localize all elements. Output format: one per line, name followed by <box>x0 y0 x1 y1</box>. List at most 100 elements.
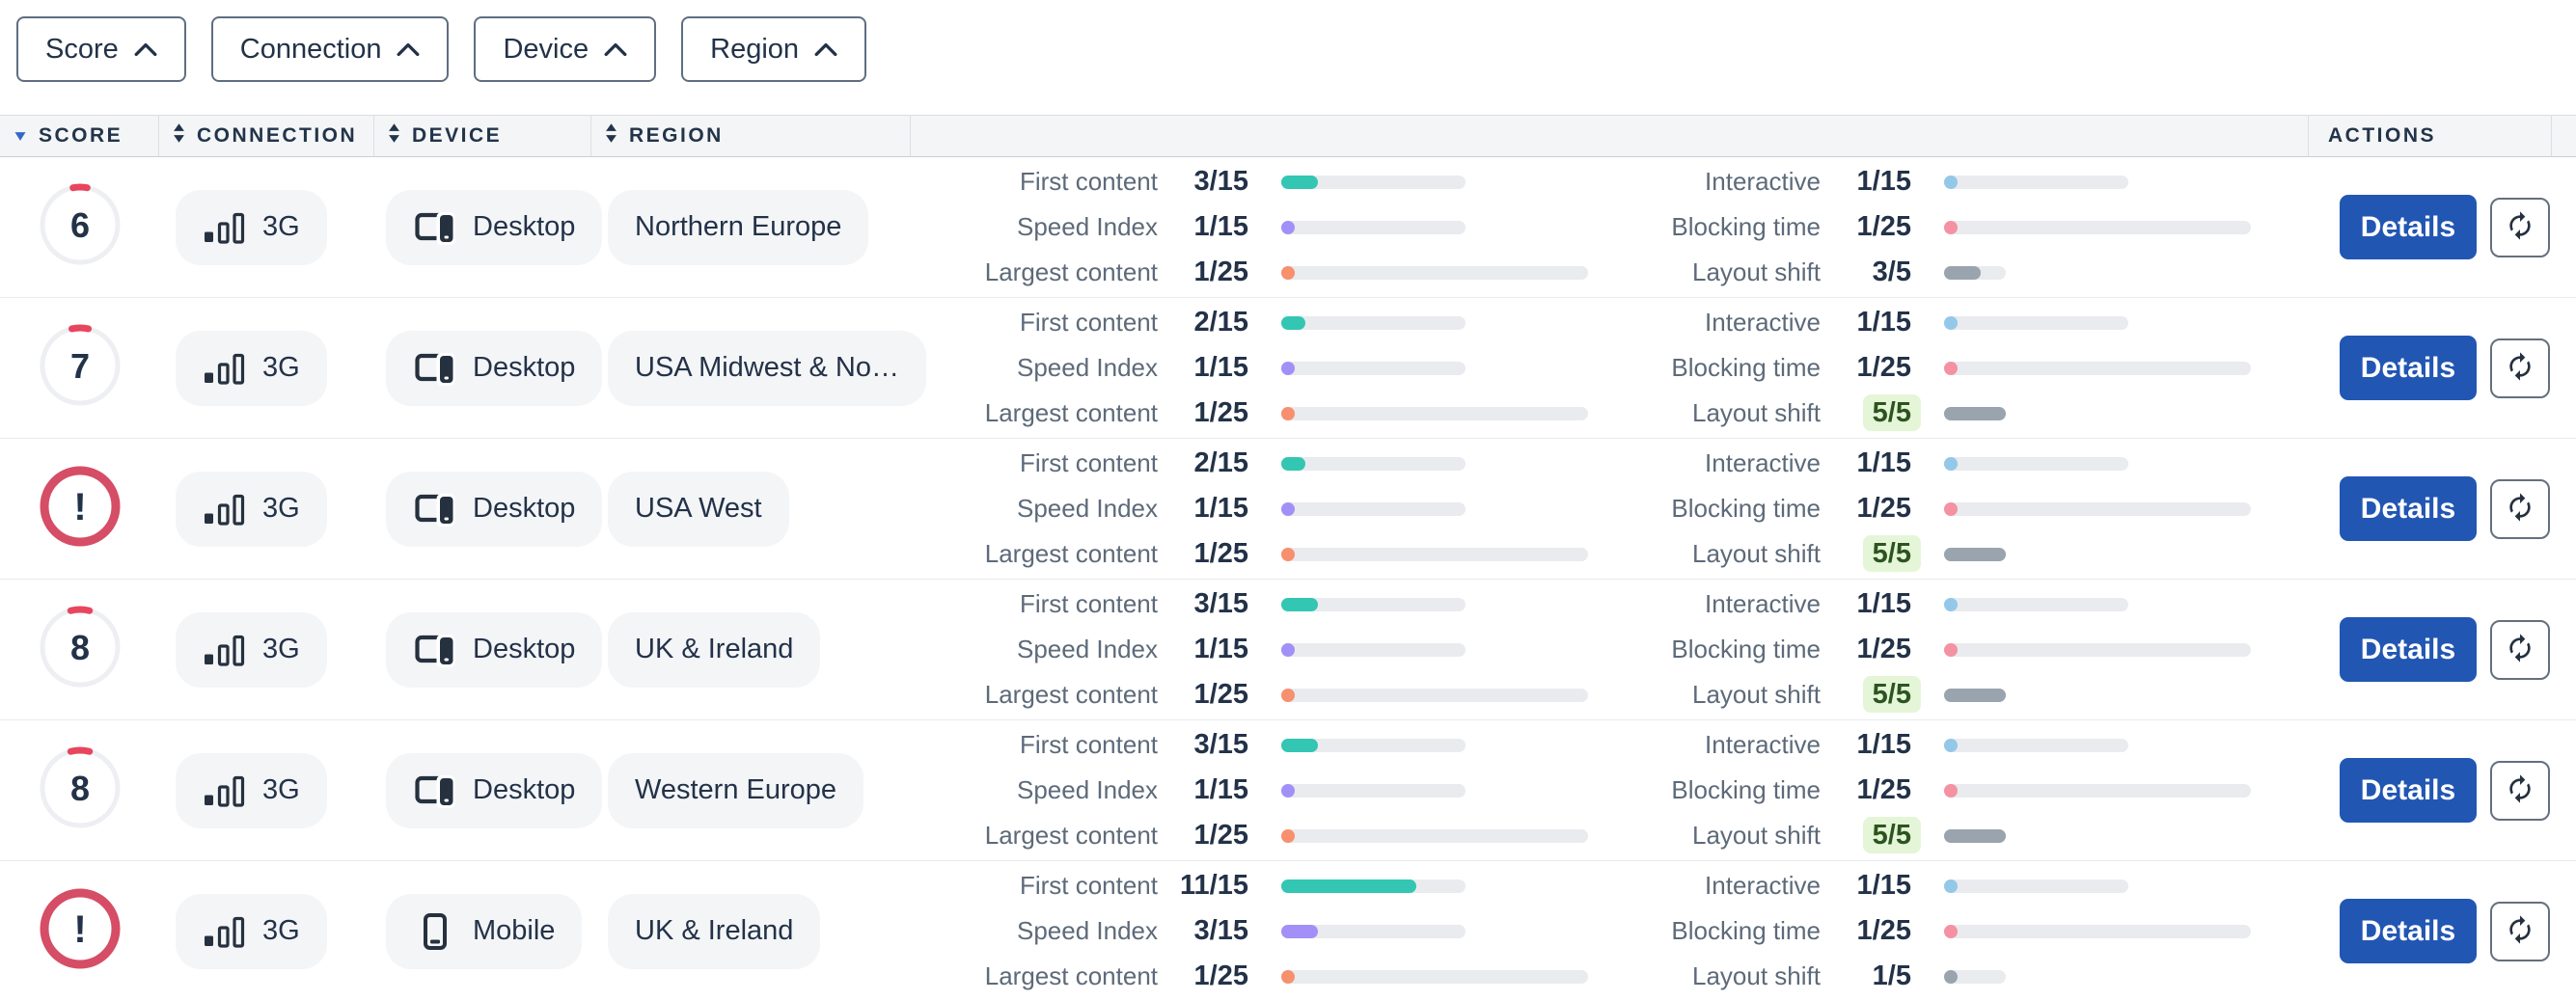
column-header-device[interactable]: DEVICE <box>374 116 591 156</box>
metric-layout-shift: Layout shift 5/5 <box>1644 531 2309 577</box>
region-label: UK & Ireland <box>635 915 794 946</box>
desktop-icon <box>415 211 455 245</box>
metrics-cell: First content 3/15 Speed Index 1/15 Larg… <box>911 580 2309 719</box>
metric-first-content: First content 2/15 <box>965 441 1644 486</box>
region-badge: UK & Ireland <box>608 893 821 969</box>
metric-bar <box>1281 220 1466 234</box>
refresh-button[interactable] <box>2490 338 2550 398</box>
device-badge: Desktop <box>386 471 603 547</box>
metric-value: 1/25 <box>1193 538 1248 569</box>
region-label: Western Europe <box>635 774 837 805</box>
metric-value: 1/25 <box>1193 679 1248 710</box>
connection-label: 3G <box>262 774 300 805</box>
metrics-group-left: First content 3/15 Speed Index 1/15 Larg… <box>965 722 1644 858</box>
metric-value: 1/15 <box>1856 447 1911 478</box>
metric-blocking-time: Blocking time 1/25 <box>1644 204 2309 250</box>
edge-spacer <box>2552 439 2576 579</box>
signal-bars-icon <box>203 915 247 948</box>
actions-cell: Details <box>2309 157 2552 297</box>
edge-spacer <box>2552 157 2576 297</box>
metric-interactive: Interactive 1/15 <box>1644 300 2309 345</box>
refresh-button[interactable] <box>2490 197 2550 257</box>
details-button[interactable]: Details <box>2340 617 2477 682</box>
metrics-group-right: Interactive 1/15 Blocking time 1/25 Layo… <box>1644 722 2309 858</box>
details-button[interactable]: Details <box>2340 195 2477 259</box>
metric-bar <box>1944 265 2006 280</box>
filter-device-button[interactable]: Device <box>474 16 657 82</box>
metric-bar <box>1281 738 1466 752</box>
metrics-group-left: First content 3/15 Speed Index 1/15 Larg… <box>965 582 1644 717</box>
metric-bar <box>1281 456 1466 471</box>
refresh-icon <box>2505 633 2535 666</box>
refresh-button[interactable] <box>2490 760 2550 821</box>
metrics-group-left: First content 2/15 Speed Index 1/15 Larg… <box>965 300 1644 436</box>
metric-bar <box>1944 879 2128 893</box>
metrics-group-left: First content 3/15 Speed Index 1/15 Larg… <box>965 159 1644 295</box>
column-header-label: ACTIONS <box>2328 124 2436 147</box>
refresh-icon <box>2505 492 2535 526</box>
metric-value: 3/15 <box>1193 729 1248 760</box>
metric-value: 1/25 <box>1856 493 1911 524</box>
metric-value: 3/5 <box>1872 257 1911 287</box>
metric-label: Layout shift <box>1692 680 1821 709</box>
metric-first-content: First content 3/15 <box>965 722 1644 768</box>
table-row: ! 3G Desktop <box>0 439 2576 580</box>
metric-label: Layout shift <box>1692 539 1821 568</box>
refresh-button[interactable] <box>2490 478 2550 539</box>
score-gauge: 8 <box>38 745 123 835</box>
column-header-score[interactable]: SCORE <box>0 116 159 156</box>
metric-layout-shift: Layout shift 3/5 <box>1644 250 2309 295</box>
connection-label: 3G <box>262 352 300 383</box>
metric-bar <box>1281 315 1466 330</box>
device-label: Desktop <box>473 493 576 524</box>
actions-cell: Details <box>2309 720 2552 860</box>
metric-bar <box>1944 642 2251 657</box>
metric-value: 1/15 <box>1856 166 1911 197</box>
connection-cell: 3G <box>159 720 374 860</box>
score-cell: 8 <box>0 720 159 860</box>
metric-interactive: Interactive 1/15 <box>1644 441 2309 486</box>
metric-bar <box>1944 924 2251 938</box>
column-header-metrics-spacer <box>911 116 2309 156</box>
metrics-group-left: First content 2/15 Speed Index 1/15 Larg… <box>965 441 1644 577</box>
metrics-group-right: Interactive 1/15 Blocking time 1/25 Layo… <box>1644 441 2309 577</box>
filter-score-button[interactable]: Score <box>16 16 186 82</box>
refresh-button[interactable] <box>2490 901 2550 961</box>
metric-bar <box>1944 501 2251 516</box>
region-cell: UK & Ireland <box>591 861 911 1001</box>
desktop-icon <box>415 634 455 667</box>
region-cell: Northern Europe <box>591 157 911 297</box>
metric-label: Largest content <box>984 257 1158 286</box>
device-label: Desktop <box>473 352 576 383</box>
metric-value: 3/15 <box>1193 588 1248 619</box>
metric-value: 1/25 <box>1856 774 1911 805</box>
metric-layout-shift: Layout shift 5/5 <box>1644 672 2309 717</box>
metrics-group-right: Interactive 1/15 Blocking time 1/25 Layo… <box>1644 863 2309 999</box>
edge-spacer <box>2552 580 2576 719</box>
filter-connection-button[interactable]: Connection <box>210 16 450 82</box>
metric-label: Interactive <box>1705 448 1821 477</box>
signal-bars-icon <box>203 211 247 244</box>
score-gauge: ! <box>38 464 123 554</box>
metric-value: 1/15 <box>1193 352 1248 383</box>
device-cell: Desktop <box>374 157 603 297</box>
svg-text:8: 8 <box>69 769 89 808</box>
metric-bar <box>1281 688 1588 702</box>
refresh-icon <box>2505 210 2535 244</box>
metric-value: 1/15 <box>1193 211 1248 242</box>
metric-label: Layout shift <box>1692 821 1821 850</box>
column-header-region[interactable]: REGION <box>591 116 911 156</box>
filter-region-button[interactable]: Region <box>681 16 867 82</box>
details-button[interactable]: Details <box>2340 336 2477 400</box>
metric-first-content: First content 11/15 <box>965 863 1644 908</box>
device-cell: Desktop <box>374 439 603 579</box>
metric-value: 3/15 <box>1193 915 1248 946</box>
metric-bar <box>1281 265 1588 280</box>
details-button[interactable]: Details <box>2340 476 2477 541</box>
refresh-button[interactable] <box>2490 619 2550 680</box>
details-button[interactable]: Details <box>2340 758 2477 823</box>
metric-label: Interactive <box>1705 871 1821 900</box>
details-button[interactable]: Details <box>2340 899 2477 963</box>
column-header-connection[interactable]: CONNECTION <box>159 116 374 156</box>
region-badge: UK & Ireland <box>608 611 821 688</box>
